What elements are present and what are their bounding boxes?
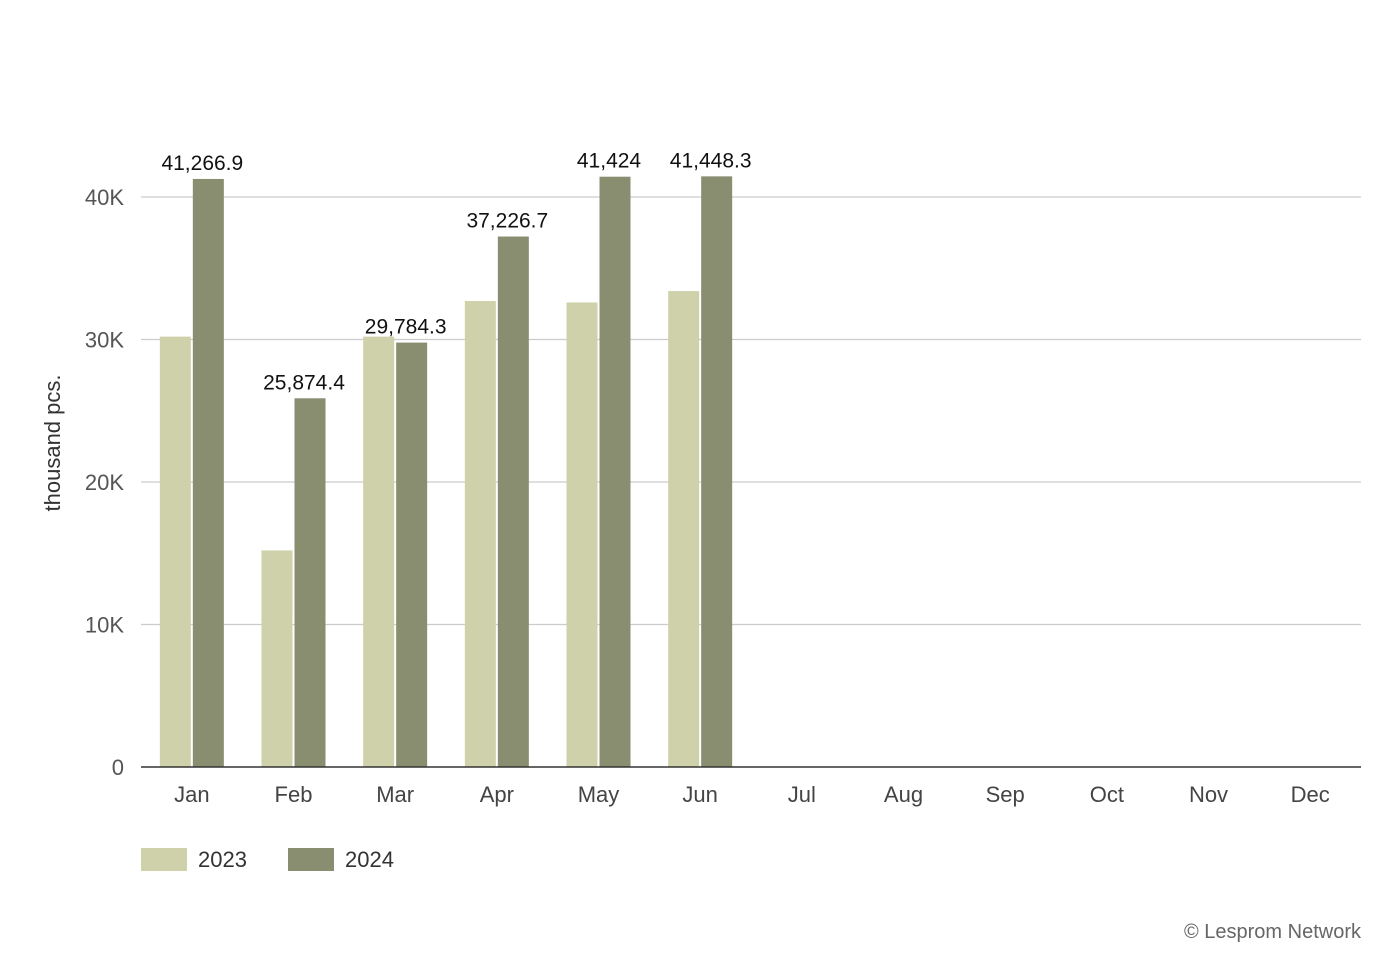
bar-2023-may bbox=[566, 302, 598, 767]
x-tick-label-apr: Apr bbox=[480, 782, 514, 807]
bar-2023-apr bbox=[464, 301, 496, 767]
x-tick-label-dec: Dec bbox=[1291, 782, 1330, 807]
y-tick-label: 20K bbox=[85, 470, 124, 495]
data-label-2024-feb: 25,874.4 bbox=[263, 371, 345, 394]
bar-2024-apr bbox=[497, 236, 529, 767]
y-axis-label: thousand pcs. bbox=[40, 375, 65, 512]
y-tick-label: 0 bbox=[112, 755, 124, 780]
x-tick-label-oct: Oct bbox=[1090, 782, 1124, 807]
y-axis-ticks: 0 10K 20K 30K 40K bbox=[85, 185, 124, 780]
y-tick-label: 40K bbox=[85, 185, 124, 210]
legend-swatch-2023 bbox=[141, 848, 187, 871]
data-label-2024-apr: 37,226.7 bbox=[466, 210, 548, 233]
data-label-2024-may: 41,424 bbox=[577, 150, 642, 173]
x-tick-label-nov: Nov bbox=[1189, 782, 1228, 807]
x-tick-label-mar: Mar bbox=[376, 782, 414, 807]
x-tick-label-sep: Sep bbox=[986, 782, 1025, 807]
legend-label-2023: 2023 bbox=[198, 847, 247, 872]
bar-2023-mar bbox=[363, 336, 395, 767]
credit-text: © Lesprom Network bbox=[1184, 921, 1362, 943]
bar-2024-jun bbox=[701, 176, 733, 768]
legend-swatch-2024 bbox=[288, 848, 334, 871]
bar-2024-mar bbox=[396, 342, 428, 767]
x-tick-label-jun: Jun bbox=[682, 782, 717, 807]
bars bbox=[159, 176, 733, 768]
bar-2024-feb bbox=[294, 398, 326, 767]
gridlines bbox=[141, 196, 1361, 626]
bar-2023-jun bbox=[668, 291, 700, 767]
bar-2024-jan bbox=[192, 178, 224, 768]
data-label-2024-jun: 41,448.3 bbox=[670, 149, 752, 172]
data-label-2024-jan: 41,266.9 bbox=[161, 152, 243, 175]
legend: 2023 2024 bbox=[141, 847, 394, 872]
legend-label-2024: 2024 bbox=[345, 847, 394, 872]
bar-2024-may bbox=[599, 176, 631, 767]
x-tick-label-may: May bbox=[578, 782, 620, 807]
x-tick-label-jul: Jul bbox=[788, 782, 816, 807]
bar-2023-feb bbox=[261, 550, 293, 767]
y-tick-label: 30K bbox=[85, 328, 124, 353]
x-tick-label-aug: Aug bbox=[884, 782, 923, 807]
bar-2023-jan bbox=[159, 336, 191, 767]
y-tick-label: 10K bbox=[85, 613, 124, 638]
x-axis-ticks: Jan Feb Mar Apr May Jun Jul Aug Sep Oct Nov Dec bbox=[174, 782, 1330, 807]
data-labels: 41,266.9 25,874.4 29,784.3 37,226.7 41,424 41… bbox=[161, 149, 751, 394]
x-tick-label-jan: Jan bbox=[174, 782, 209, 807]
x-tick-label-feb: Feb bbox=[275, 782, 313, 807]
data-label-2024-mar: 29,784.3 bbox=[365, 316, 447, 339]
